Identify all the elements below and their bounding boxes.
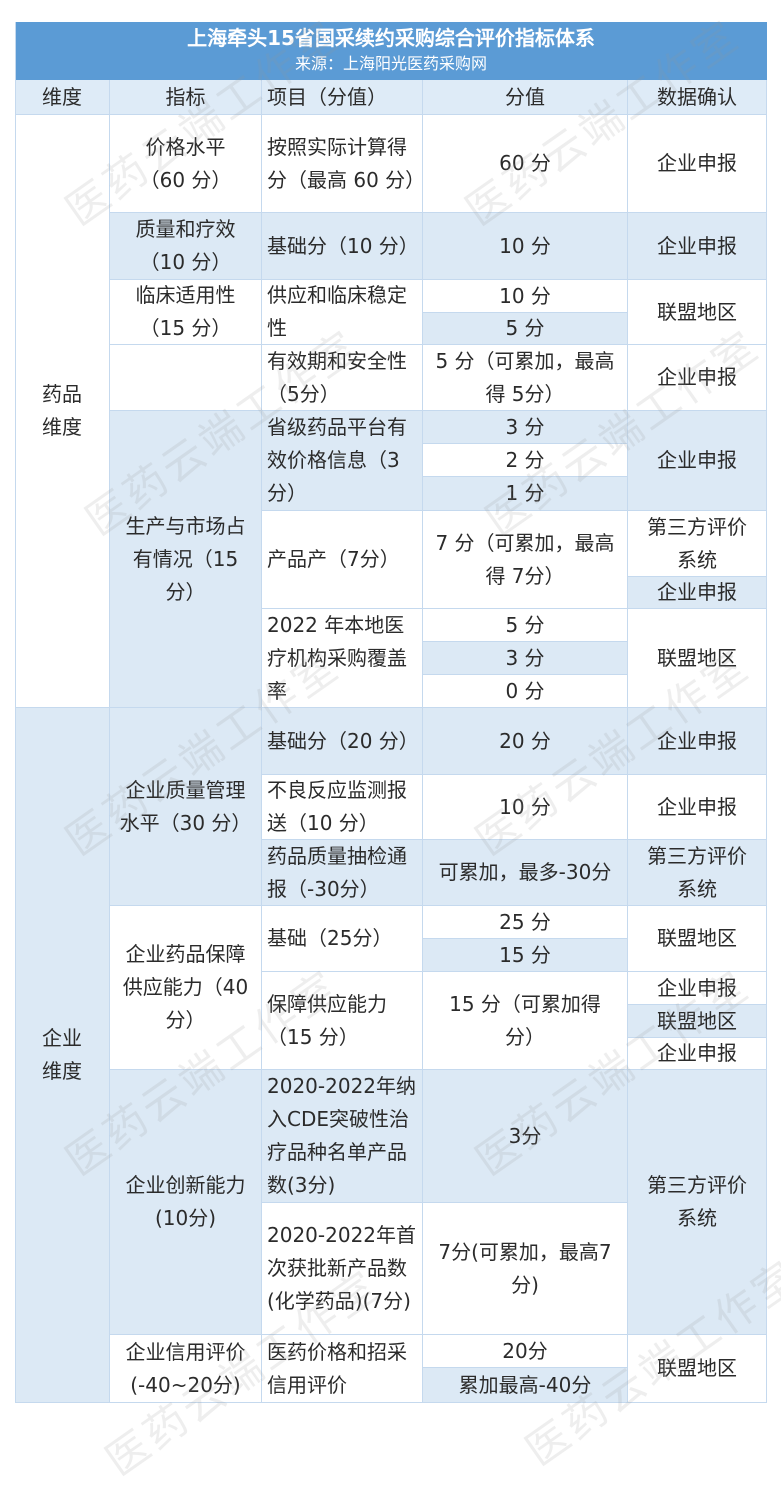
table-source: 来源：上海阳光医药采购网 (294, 54, 487, 73)
indicator-innovation: 企业创新能力(10分) (110, 1070, 262, 1335)
header-score: 分值 (423, 80, 628, 115)
item-innovation-new: 2020-2022年首次获批新产品数(化学药品)(7分) (262, 1203, 423, 1335)
item-validity: 有效期和安全性（5分） (262, 345, 423, 411)
score-clinical-2: 5 分 (423, 313, 628, 345)
confirm-qm-inspection: 第三方评价系统 (628, 840, 767, 906)
score-credit-2: 累加最高-40分 (423, 1368, 628, 1403)
item-clinical: 供应和临床稳定性 (262, 280, 423, 345)
confirm-clinical: 联盟地区 (628, 280, 767, 345)
indicator-clinical: 临床适用性（15 分） (110, 280, 262, 345)
item-price: 按照实际计算得分（最高 60 分） (262, 115, 425, 213)
header-confirm: 数据确认 (628, 80, 767, 115)
confirm-supply-ability-2: 联盟地区 (628, 1005, 767, 1038)
item-platform: 省级药品平台有效价格信息（3分） (262, 411, 423, 511)
confirm-price: 企业申报 (628, 115, 767, 213)
item-supply-base: 基础（25分） (262, 906, 423, 972)
confirm-supply-base: 联盟地区 (628, 906, 767, 972)
indicator-price: 价格水平（60 分） (110, 115, 262, 213)
confirm-platform: 企业申报 (628, 411, 767, 511)
confirm-innovation: 第三方评价系统 (628, 1070, 767, 1335)
score-credit-1: 20分 (423, 1335, 628, 1368)
score-innovation-cde: 3分 (423, 1070, 628, 1203)
score-qm-adverse: 10 分 (423, 775, 628, 840)
score-validity: 5 分（可累加，最高得 5分） (423, 345, 628, 411)
confirm-credit: 联盟地区 (628, 1335, 767, 1403)
score-qm-inspection: 可累加，最多-30分 (423, 840, 628, 906)
indicator-quality-mgmt: 企业质量管理水平（30 分） (110, 708, 262, 906)
score-product: 7 分（可累加，最高得 7分） (423, 511, 628, 609)
item-credit: 医药价格和招采信用评价 (262, 1335, 423, 1403)
score-price: 60 分 (423, 115, 628, 213)
indicator-credit: 企业信用评价(-40~20分) (110, 1335, 262, 1403)
confirm-coverage: 联盟地区 (628, 609, 767, 708)
confirm-quality: 企业申报 (628, 213, 767, 280)
confirm-product-1: 第三方评价系统 (628, 511, 767, 577)
header-indicator: 指标 (110, 80, 262, 115)
dimension-drug: 药品维度 (15, 115, 110, 708)
item-qm-inspection: 药品质量抽检通报（-30分） (262, 840, 423, 906)
item-quality: 基础分（10 分） (262, 213, 423, 280)
score-innovation-new: 7分(可累加，最高7分) (423, 1203, 628, 1335)
score-platform-2: 2 分 (423, 444, 628, 477)
indicator-production: 生产与市场占有情况（15 分） (110, 411, 262, 708)
score-coverage-3: 0 分 (423, 675, 628, 708)
score-coverage-2: 3 分 (423, 642, 628, 675)
item-qm-base: 基础分（20 分） (262, 708, 423, 775)
confirm-supply-ability-3: 企业申报 (628, 1038, 767, 1070)
item-product: 产品产（7分） (262, 511, 423, 609)
confirm-qm-adverse: 企业申报 (628, 775, 767, 840)
score-supply-ability: 15 分（可累加得分） (423, 972, 628, 1070)
indicator-supply: 企业药品保障供应能力（40 分） (110, 906, 262, 1070)
item-qm-adverse: 不良反应监测报送（10 分） (262, 775, 423, 840)
score-coverage-1: 5 分 (423, 609, 628, 642)
table-title-band: 上海牵头15省国采续约采购综合评价指标体系 来源：上海阳光医药采购网 (15, 22, 767, 80)
score-clinical-1: 10 分 (423, 280, 628, 313)
score-platform-1: 3 分 (423, 411, 628, 444)
table-title: 上海牵头15省国采续约采购综合评价指标体系 (187, 26, 595, 50)
dimension-enterprise: 企业维度 (15, 708, 110, 1403)
confirm-validity: 企业申报 (628, 345, 767, 411)
confirm-qm-base: 企业申报 (628, 708, 767, 775)
indicator-empty (110, 345, 262, 411)
score-supply-base-1: 25 分 (423, 906, 628, 939)
score-qm-base: 20 分 (423, 708, 628, 775)
item-innovation-cde: 2020-2022年纳入CDE突破性治疗品种名单产品数(3分) (262, 1070, 423, 1203)
item-coverage: 2022 年本地医疗机构采购覆盖率 (262, 609, 423, 708)
header-item: 项目（分值） (262, 80, 423, 115)
score-platform-3: 1 分 (423, 477, 628, 511)
score-quality: 10 分 (423, 213, 628, 280)
header-dimension: 维度 (15, 80, 110, 115)
indicator-quality: 质量和疗效（10 分） (110, 213, 262, 280)
confirm-supply-ability-1: 企业申报 (628, 972, 767, 1005)
item-supply-ability: 保障供应能力（15 分） (262, 972, 423, 1070)
score-supply-base-2: 15 分 (423, 939, 628, 972)
confirm-product-2: 企业申报 (628, 577, 767, 609)
